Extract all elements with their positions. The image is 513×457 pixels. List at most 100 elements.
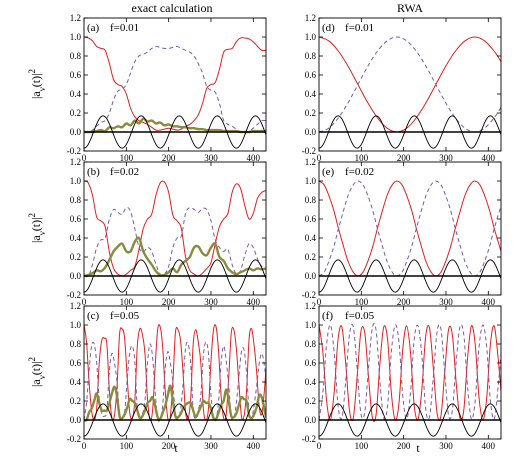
series-line-red-solid — [84, 324, 266, 422]
panel-label: (a) — [87, 22, 100, 34]
y-tick-label: 0.8 — [70, 195, 82, 205]
y-tick-label: -0.2 — [67, 290, 81, 300]
x-tick-label: 300 — [204, 153, 218, 163]
y-tick-label: -0.2 — [302, 434, 316, 444]
y-tick-label: 0.8 — [305, 51, 317, 61]
plot-area — [319, 180, 501, 293]
y-tick-label: -0.2 — [67, 434, 81, 444]
y-tick-label: 0.6 — [305, 214, 317, 224]
y-tick-label: 1.2 — [305, 13, 316, 23]
y-tick-label: 0.0 — [305, 271, 317, 281]
x-tick-label: 400 — [482, 441, 496, 451]
series-line-black-oscillation — [84, 259, 266, 293]
series-line-black-oscillation — [84, 115, 266, 149]
plot-area — [84, 180, 266, 293]
y-tick-label: 0.8 — [305, 339, 317, 349]
y-tick-label: 0.6 — [305, 358, 317, 368]
x-tick-label: 200 — [162, 297, 176, 307]
xlabel-right: t — [416, 441, 420, 455]
y-tick-label: 0.0 — [70, 415, 82, 425]
x-tick-label: 0 — [82, 297, 87, 307]
series-line-red-solid — [319, 36, 501, 133]
x-tick-label: 0 — [317, 297, 322, 307]
series-line-black-oscillation — [319, 403, 501, 437]
panel-parameter-label: f=0.05 — [345, 310, 375, 322]
x-tick-label: 300 — [204, 441, 218, 451]
x-tick-label: 100 — [120, 297, 134, 307]
x-tick-label: 300 — [439, 441, 453, 451]
series-line-red-solid — [84, 36, 266, 131]
series-line-purple-dashed — [319, 323, 501, 421]
x-tick-label: 200 — [397, 153, 411, 163]
xlabel-left: t — [174, 441, 178, 455]
svg-text:|aν(t)|2: |aν(t)|2 — [27, 357, 47, 387]
y-tick-label: -0.2 — [302, 146, 316, 156]
x-tick-label: 400 — [482, 297, 496, 307]
y-tick-label: 0.6 — [305, 70, 317, 80]
x-tick-label: 400 — [247, 153, 261, 163]
y-tick-label: 1.2 — [70, 157, 81, 167]
y-tick-label: 1.0 — [305, 320, 317, 330]
y-tick-label: 0.0 — [305, 415, 317, 425]
x-tick-label: 200 — [162, 441, 176, 451]
y-tick-label: 0.6 — [70, 70, 82, 80]
plot-frame — [318, 305, 502, 440]
series-line-red-solid — [319, 180, 501, 277]
x-tick-label: 0 — [317, 153, 322, 163]
y-tick-label: 0.0 — [70, 271, 82, 281]
plot-area — [319, 36, 501, 149]
series-line-purple-dashed — [84, 206, 266, 278]
panel-parameter-label: f=0.01 — [345, 22, 374, 34]
x-tick-label: 0 — [82, 153, 87, 163]
x-tick-label: 400 — [247, 297, 261, 307]
series-line-olive-thick — [84, 117, 266, 134]
y-tick-label: 0.2 — [70, 396, 81, 406]
plot-frame — [83, 17, 267, 152]
ylabel-row-1: |aν(t)|2 — [27, 69, 47, 99]
x-tick-label: 100 — [355, 441, 369, 451]
panel-e: -0.2 0.0 0.2 0.4 0.6 0.8 1.0 1.2 0 100 200 300 400 (e… — [302, 157, 502, 307]
series-line-black-oscillation — [84, 403, 266, 437]
panel-label: (d) — [322, 22, 335, 34]
panel-f: -0.2 0.0 0.2 0.4 0.6 0.8 1.0 1.2 0 100 200 300 400 (f… — [302, 301, 502, 451]
plot-area — [319, 323, 501, 437]
plot-area — [84, 324, 266, 437]
panel-label: (f) — [322, 310, 333, 322]
y-tick-label: 0.2 — [70, 108, 81, 118]
panel-d: -0.2 0.0 0.2 0.4 0.6 0.8 1.0 1.2 0 100 200 300 400 (d… — [302, 13, 502, 163]
x-tick-label: 400 — [247, 441, 261, 451]
y-tick-label: 0.4 — [305, 377, 317, 387]
x-tick-label: 0 — [317, 441, 322, 451]
panel-parameter-label: f=0.02 — [110, 166, 139, 178]
y-tick-label: 0.4 — [305, 89, 317, 99]
plot-area — [84, 36, 266, 149]
y-tick-label: 1.2 — [305, 301, 316, 311]
y-tick-label: 1.0 — [70, 176, 82, 186]
y-tick-label: 1.2 — [70, 301, 81, 311]
x-tick-label: 200 — [162, 153, 176, 163]
y-tick-label: -0.2 — [67, 146, 81, 156]
panel-c: -0.2 0.0 0.2 0.4 0.6 0.8 1.0 1.2 0 100 200 300 400 (c… — [67, 301, 267, 451]
y-tick-label: 0.4 — [70, 377, 82, 387]
y-tick-label: 0.8 — [305, 195, 317, 205]
panel-label: (c) — [87, 310, 100, 322]
y-tick-label: 1.2 — [70, 13, 81, 23]
x-tick-label: 0 — [82, 441, 87, 451]
panel-a: -0.2 0.0 0.2 0.4 0.6 0.8 1.0 1.2 0 100 200 300 400 (a… — [67, 13, 267, 163]
panels-group: -0.20.00.20.40.60.81.01.20 100 200 300 400(a… — [67, 13, 502, 451]
ylabel-row-2: |aν(t)|2 — [27, 213, 47, 243]
series-line-purple-dashed — [319, 36, 501, 133]
panel-label: (e) — [322, 166, 335, 178]
x-tick-label: 100 — [355, 153, 369, 163]
ylabel-row-3: |aν(t)|2 — [27, 357, 47, 387]
y-tick-label: 0.6 — [70, 214, 82, 224]
x-tick-label: 200 — [397, 441, 411, 451]
series-line-black-oscillation — [319, 115, 501, 149]
y-tick-label: 1.2 — [305, 157, 316, 167]
series-line-purple-dashed — [319, 180, 501, 277]
y-tick-label: 0.8 — [70, 339, 82, 349]
series-line-red-solid — [319, 324, 501, 422]
x-tick-label: 100 — [355, 297, 369, 307]
y-tick-label: 0.4 — [305, 233, 317, 243]
